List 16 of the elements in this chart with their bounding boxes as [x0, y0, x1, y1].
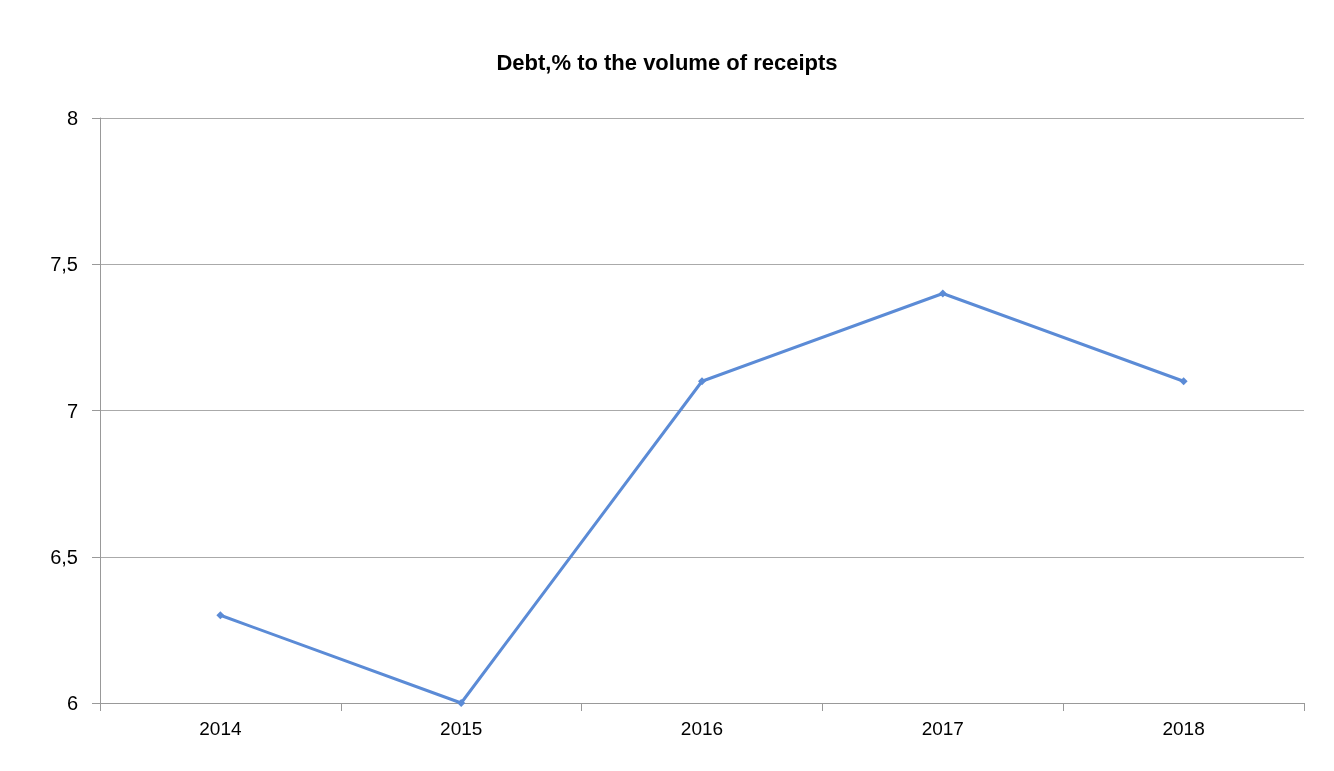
x-tick-label: 2014: [199, 718, 242, 739]
chart-title: Debt,% to the volume of receipts: [496, 49, 838, 75]
point: [457, 699, 466, 707]
point: [1179, 377, 1188, 386]
x-tick-label: 2018: [1162, 718, 1205, 739]
point: [938, 289, 947, 298]
y-tick-label: 7: [66, 399, 78, 422]
point: [216, 611, 225, 620]
y-tick-label: 6: [66, 692, 78, 714]
point: [698, 377, 706, 386]
x-tick-label: 2017: [921, 718, 964, 739]
x-tick-label: 2016: [680, 718, 724, 739]
y-tick-label: 6,5: [50, 545, 78, 568]
y-tick-label: 8: [66, 107, 78, 129]
x-tick-label: 2015: [440, 718, 483, 739]
y-tick-label: 7,5: [50, 253, 78, 276]
